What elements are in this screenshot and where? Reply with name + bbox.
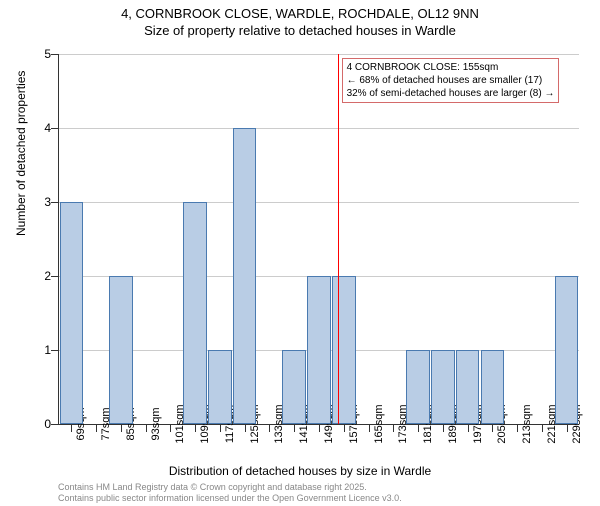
- x-tick: [220, 424, 221, 432]
- y-tick-label: 4: [31, 121, 51, 135]
- x-tick: [294, 424, 295, 432]
- y-tick-label: 2: [31, 269, 51, 283]
- y-tick: [51, 128, 59, 129]
- chart-title-main: 4, CORNBROOK CLOSE, WARDLE, ROCHDALE, OL…: [0, 6, 600, 21]
- x-tick: [195, 424, 196, 432]
- annotation-line3: 32% of semi-detached houses are larger (…: [347, 87, 555, 100]
- y-tick-label: 1: [31, 343, 51, 357]
- histogram-bar: [60, 202, 84, 424]
- gridline-h: [59, 202, 579, 203]
- x-tick: [121, 424, 122, 432]
- x-tick: [71, 424, 72, 432]
- x-tick: [393, 424, 394, 432]
- y-tick: [51, 424, 59, 425]
- x-tick-label: 93sqm: [150, 407, 162, 440]
- x-tick: [170, 424, 171, 432]
- annotation-box: 4 CORNBROOK CLOSE: 155sqm← 68% of detach…: [342, 58, 560, 103]
- histogram-bar: [456, 350, 480, 424]
- y-tick: [51, 54, 59, 55]
- y-axis-title: Number of detached properties: [14, 71, 28, 236]
- histogram-bar: [307, 276, 331, 424]
- x-tick: [517, 424, 518, 432]
- histogram-bar: [282, 350, 306, 424]
- x-tick: [418, 424, 419, 432]
- gridline-h: [59, 54, 579, 55]
- x-tick: [369, 424, 370, 432]
- marker-line: [338, 54, 339, 424]
- annotation-line2: ← 68% of detached houses are smaller (17…: [347, 74, 555, 87]
- chart-footer: Contains HM Land Registry data © Crown c…: [58, 482, 402, 504]
- chart-container: 4, CORNBROOK CLOSE, WARDLE, ROCHDALE, OL…: [0, 6, 600, 506]
- footer-line2: Contains public sector information licen…: [58, 493, 402, 504]
- x-tick-label: 213sqm: [521, 404, 533, 443]
- y-tick: [51, 202, 59, 203]
- y-tick-label: 5: [31, 47, 51, 61]
- histogram-bar: [431, 350, 455, 424]
- x-axis-title: Distribution of detached houses by size …: [0, 464, 600, 478]
- x-tick: [269, 424, 270, 432]
- x-tick: [567, 424, 568, 432]
- x-tick: [344, 424, 345, 432]
- histogram-bar: [208, 350, 232, 424]
- histogram-bar: [555, 276, 579, 424]
- x-tick: [245, 424, 246, 432]
- x-tick: [146, 424, 147, 432]
- y-tick: [51, 276, 59, 277]
- x-tick: [319, 424, 320, 432]
- histogram-bar: [481, 350, 505, 424]
- gridline-h: [59, 128, 579, 129]
- x-tick: [468, 424, 469, 432]
- histogram-bar: [109, 276, 133, 424]
- histogram-bar: [406, 350, 430, 424]
- x-tick: [96, 424, 97, 432]
- y-tick: [51, 350, 59, 351]
- x-tick: [542, 424, 543, 432]
- y-tick-label: 3: [31, 195, 51, 209]
- histogram-bar: [332, 276, 356, 424]
- x-tick: [443, 424, 444, 432]
- y-tick-label: 0: [31, 417, 51, 431]
- histogram-bar: [233, 128, 257, 424]
- histogram-bar: [183, 202, 207, 424]
- x-tick-label: 165sqm: [373, 404, 385, 443]
- x-tick: [492, 424, 493, 432]
- chart-title-sub: Size of property relative to detached ho…: [0, 23, 600, 38]
- plot-area: 01234569sqm77sqm85sqm93sqm101sqm109sqm11…: [58, 54, 579, 425]
- footer-line1: Contains HM Land Registry data © Crown c…: [58, 482, 402, 493]
- annotation-line1: 4 CORNBROOK CLOSE: 155sqm: [347, 61, 555, 74]
